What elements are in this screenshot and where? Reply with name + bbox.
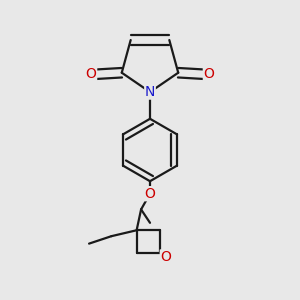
Text: O: O: [203, 67, 214, 81]
Text: N: N: [145, 85, 155, 99]
Text: O: O: [145, 187, 155, 201]
Text: O: O: [160, 250, 171, 264]
Text: O: O: [86, 67, 97, 81]
